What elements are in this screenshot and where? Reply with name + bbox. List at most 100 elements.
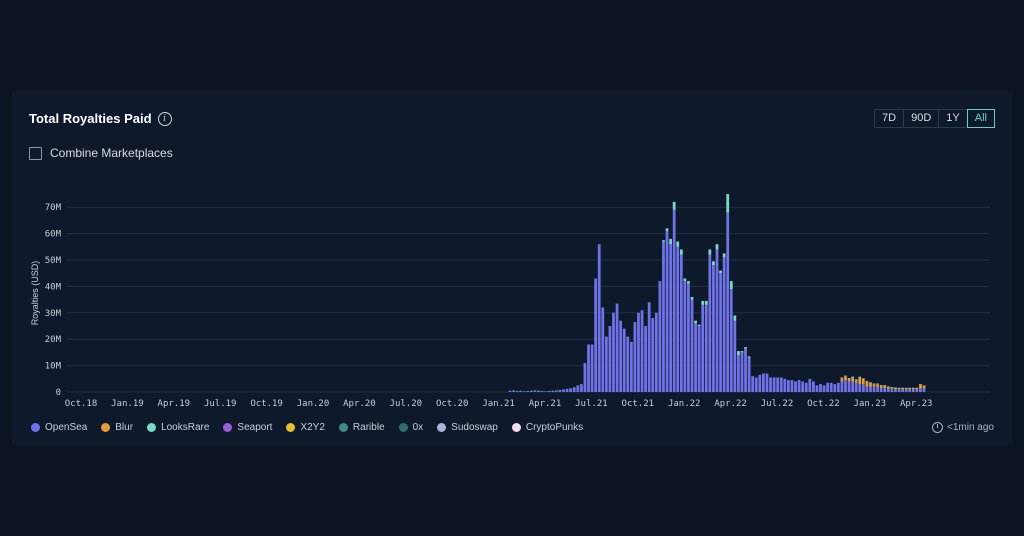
last-updated-text: <1min ago [947,422,994,433]
bar-opensea [712,265,715,392]
bar-looksrare [747,356,751,358]
x-tick-label: Jan.21 [482,399,515,409]
legend-item-rarible[interactable]: Rarible [338,422,385,433]
y-tick-label: 20M [45,335,62,345]
bar-opensea [908,389,912,392]
bar-opensea [533,390,537,392]
bar-opensea [526,390,530,392]
bar-opensea [851,381,855,392]
bar-looksrare [672,201,676,210]
bar-opensea [747,357,751,392]
legend-item-x2y2[interactable]: X2Y2 [286,422,325,433]
legend-item-sudoswap[interactable]: Sudoswap [437,422,498,433]
bar-looksrare [854,379,858,381]
bar-opensea [861,384,865,392]
bar-opensea [858,384,862,392]
bar-opensea [876,386,879,392]
combine-marketplaces[interactable]: Combine Marketplaces [29,146,173,160]
bar-opensea [879,388,883,392]
legend-item-seaport[interactable]: Seaport [223,422,272,433]
x-tick-label: Jul.19 [204,399,237,409]
legend-label: CryptoPunks [525,422,584,433]
bar-opensea [833,384,837,392]
bar-opensea [894,389,897,392]
bar-blur [908,388,912,390]
legend-label: Rarible [352,422,385,433]
x-tick-label: Jan.20 [297,399,330,409]
bar-opensea [672,209,676,392]
bar-opensea [886,388,890,392]
bar-opensea [758,374,762,392]
x-tick-label: Apr.19 [158,399,191,409]
title-row: Total Royalties Paid i [29,111,172,126]
info-icon[interactable]: i [157,111,172,126]
x-tick-label: Oct.18 [65,399,98,409]
bar-opensea [515,390,519,392]
bar-opensea [883,388,887,392]
legend-item-opensea[interactable]: OpenSea [31,422,87,433]
bar-looksrare [847,378,851,379]
legend-item-cryptopunks[interactable]: CryptoPunks [511,422,584,433]
bar-looksrare [722,253,726,258]
x-tick-label: Apr.21 [529,399,562,409]
bar-opensea [865,386,869,392]
legend-item-blur[interactable]: Blur [101,422,133,433]
bar-opensea [829,382,833,392]
x-tick-label: Jul.21 [575,399,608,409]
bar-opensea [551,390,555,392]
legend-swatch [286,423,296,432]
bar-looksrare [869,382,872,383]
bar-opensea [615,303,619,392]
royalties-card: Total Royalties Paid i 7D 90D 1Y All Com… [12,90,1013,446]
legend-item-0x[interactable]: 0x [398,422,423,433]
legend-swatch [31,423,40,432]
bar-opensea [697,326,701,392]
bar-opensea [544,391,548,392]
bar-looksrare [669,238,672,245]
chart-title: Total Royalties Paid [29,111,152,126]
bar-opensea [647,302,651,392]
bar-blur [858,377,862,385]
bar-looksrare [740,351,744,353]
bar-looksrare [679,249,683,255]
bar-opensea [619,320,623,392]
range-all-button[interactable]: All [966,109,995,128]
bar-blur [915,388,919,390]
range-90d-button[interactable]: 90D [904,110,940,127]
bar-opensea [765,373,769,392]
bar-blur [911,388,915,390]
x-tick-label: Oct.20 [436,399,469,409]
bar-looksrare [729,281,733,290]
x-tick-label: Oct.21 [622,399,655,409]
legend-item-looksrare[interactable]: LooksRare [147,422,209,433]
bar-opensea [562,389,565,392]
bar-blur [865,381,869,387]
bar-opensea [644,326,647,392]
royalties-chart: 0 10M 20M 30M 40M 50M 60M 70M Royalties (USD) Oct… [30,194,990,409]
bar-looksrare [665,228,669,231]
bar-opensea [701,304,705,392]
bar-looksrare [904,387,908,389]
bar-opensea [640,310,644,392]
bar-looksrare [879,385,883,386]
combine-checkbox[interactable] [29,146,42,160]
legend-swatch [437,423,447,432]
bar-blur [844,376,847,381]
bar-opensea [872,386,876,392]
bar-opensea [522,391,526,392]
bar-blur [861,378,865,385]
bar-opensea [547,390,551,392]
bar-looksrare [894,387,897,389]
bar-looksrare [872,383,876,385]
x-tick-label: Oct.22 [807,399,840,409]
bar-blur [897,388,901,390]
range-7d-button[interactable]: 7D [875,110,905,127]
bar-looksrare [886,386,890,387]
bar-opensea [572,387,576,392]
bar-opensea [576,385,580,392]
bar-opensea [754,377,758,392]
bar-opensea [565,388,569,392]
bar-blur [919,384,922,389]
legend-label: Sudoswap [451,422,498,433]
bar-blur [890,387,894,389]
